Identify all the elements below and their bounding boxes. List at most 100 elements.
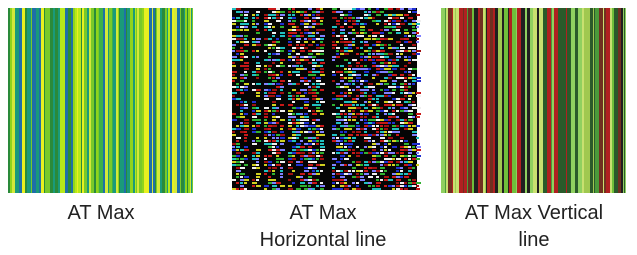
texture [352,137,356,139]
texture [348,146,352,148]
texture [396,170,399,172]
texture [308,53,313,55]
texture [236,17,240,19]
texture [304,98,309,100]
texture [240,122,243,124]
texture [272,113,275,115]
texture [412,74,415,76]
texture [340,29,345,31]
texture [396,8,400,10]
texture [364,86,368,88]
texture [316,149,319,151]
texture [268,146,272,148]
texture [376,44,380,46]
texture [232,47,235,49]
texture [392,26,396,28]
texture [236,155,240,157]
texture [232,128,236,130]
texture [312,74,316,76]
texture [236,161,240,163]
texture [384,128,388,130]
texture [240,80,244,82]
texture [384,179,388,181]
texture [364,80,368,82]
texture [44,8,45,193]
texture [360,32,364,34]
texture [320,182,323,184]
texture [408,170,412,172]
texture [344,59,348,61]
texture [142,8,144,193]
texture [400,122,404,124]
texture [352,83,355,85]
texture [256,158,259,160]
texture [78,8,81,193]
texture [332,41,335,43]
texture [320,59,324,61]
texture [396,20,401,22]
texture [344,17,347,19]
texture [320,8,323,10]
texture [268,170,271,172]
texture [376,68,380,70]
texture [41,8,44,193]
texture [356,32,359,34]
texture [280,80,285,82]
texture [412,167,415,169]
texture [340,173,344,175]
texture [320,185,325,187]
texture [376,128,379,130]
caption: AT Max [289,202,356,224]
texture [236,41,239,43]
texture [368,14,371,16]
texture [388,158,392,160]
texture [264,92,267,94]
texture [356,62,360,64]
texture [408,62,411,64]
texture [272,119,276,121]
texture [320,152,324,154]
texture [272,143,277,145]
texture [272,170,275,172]
texture [384,71,388,73]
texture [404,77,407,79]
texture [240,149,244,151]
texture [464,8,467,193]
texture [336,86,340,88]
texture [344,146,347,148]
texture [252,17,255,19]
texture [384,68,388,70]
texture [380,179,383,181]
texture [256,110,261,112]
texture [288,71,291,73]
texture [400,119,404,121]
texture [527,8,530,193]
texture [304,32,308,34]
texture [252,110,255,112]
texture [316,125,320,127]
texture [356,155,360,157]
texture [320,110,323,112]
texture [268,38,272,40]
texture [521,8,525,193]
texture [368,137,371,139]
texture [400,161,403,163]
texture [352,149,355,151]
texture [348,173,352,175]
texture [416,50,421,52]
texture [416,26,419,28]
texture [360,104,365,106]
texture [296,26,299,28]
texture [272,71,275,73]
texture [372,116,376,118]
texture [416,80,421,82]
texture [340,104,343,106]
texture [372,53,375,55]
texture [614,8,618,193]
caption: line [518,229,549,251]
texture [364,14,368,16]
texture [296,146,300,148]
texture [360,17,363,19]
texture [368,161,371,163]
texture [416,95,421,97]
